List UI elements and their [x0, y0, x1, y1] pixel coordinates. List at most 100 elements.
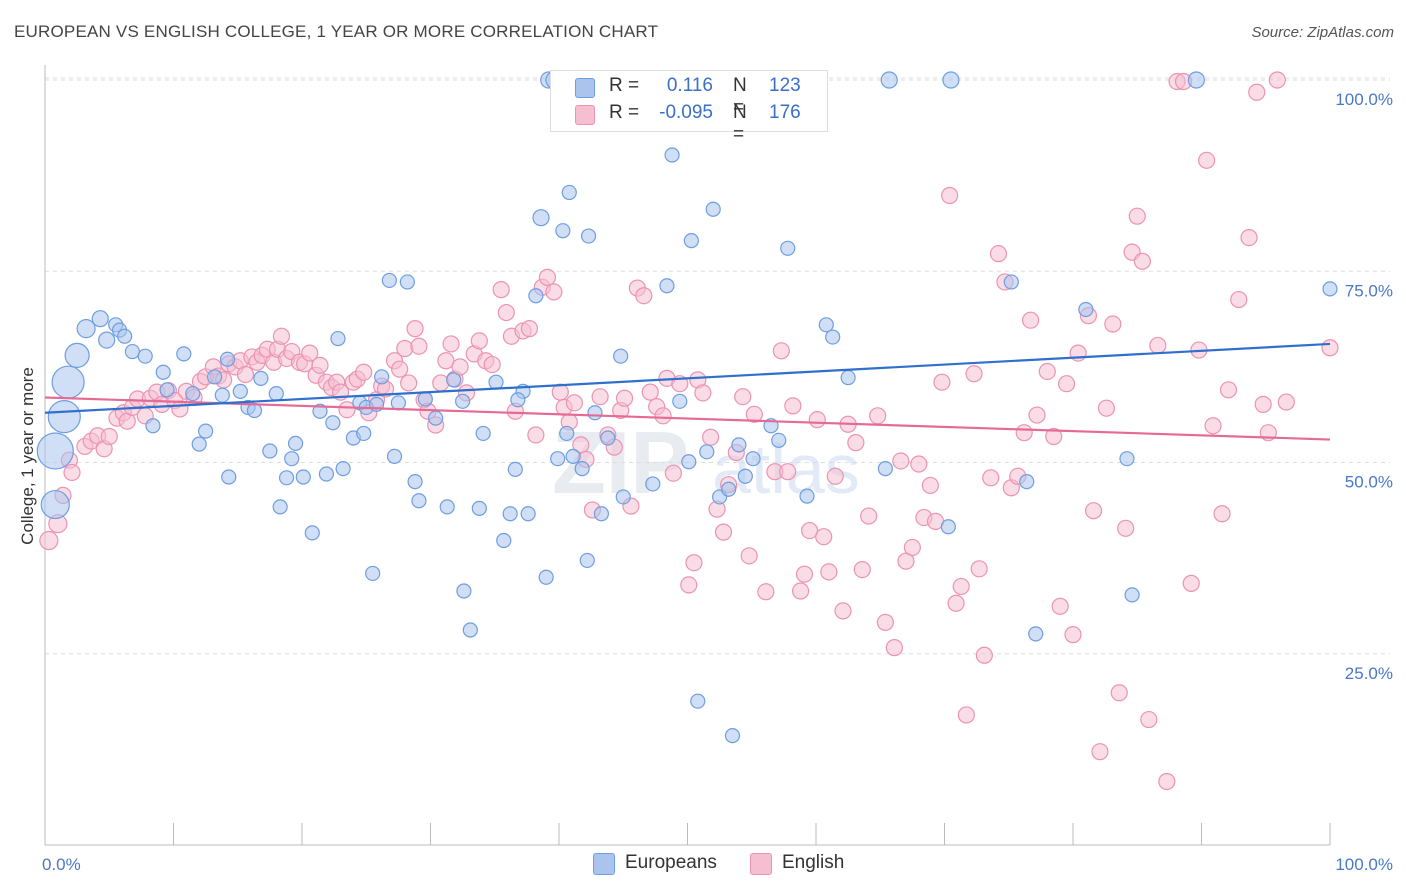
english-point	[685, 554, 703, 572]
english-point	[410, 337, 428, 355]
europeans-point	[318, 466, 335, 482]
europeans-point	[580, 228, 597, 244]
legend-n-label: N =	[733, 75, 747, 118]
english-point	[921, 476, 939, 495]
english-point	[1277, 393, 1295, 411]
english-point	[1064, 626, 1082, 644]
europeans-point	[731, 437, 747, 453]
europeans-point	[721, 481, 737, 497]
english-point	[734, 388, 752, 406]
europeans-point	[942, 71, 960, 89]
europeans-point	[455, 393, 471, 409]
europeans-point	[528, 288, 544, 304]
english-point	[740, 547, 758, 565]
europeans-point	[672, 393, 688, 409]
english-point	[989, 245, 1008, 263]
english-point	[591, 388, 609, 406]
english-point	[772, 342, 790, 360]
english-point	[236, 365, 255, 384]
europeans-point	[439, 499, 455, 515]
europeans-point	[664, 147, 680, 163]
legend-r-label: R =	[609, 75, 640, 96]
europeans-point	[561, 184, 577, 201]
english-point	[957, 706, 975, 724]
europeans-point	[219, 351, 236, 367]
english-point	[538, 268, 557, 286]
english-point	[757, 583, 775, 601]
english-point	[171, 400, 189, 418]
europeans-point	[825, 329, 841, 345]
english-point	[876, 613, 894, 631]
y-tick-label: 50.0%	[1345, 473, 1393, 492]
europeans-point	[507, 461, 523, 477]
europeans-point	[64, 342, 90, 368]
english-point	[952, 577, 970, 596]
english-point	[432, 374, 450, 392]
europeans-point	[565, 448, 581, 464]
europeans-point	[496, 532, 512, 549]
europeans-point	[124, 343, 140, 360]
europeans-point	[137, 348, 153, 364]
english-point	[406, 320, 424, 338]
europeans-point	[214, 387, 230, 403]
europeans-point	[799, 488, 815, 504]
english-point	[470, 332, 488, 350]
english-point	[808, 411, 826, 429]
europeans-point	[699, 444, 715, 460]
english-point	[615, 389, 634, 407]
x-tick-label: 100.0%	[1335, 855, 1393, 874]
english-point	[391, 360, 409, 378]
english-point	[338, 401, 356, 419]
europeans-point	[47, 400, 81, 434]
europeans-point	[295, 469, 311, 485]
europeans-points	[36, 71, 1338, 744]
english-point	[1028, 406, 1046, 424]
english-point	[1057, 375, 1076, 393]
europeans-point	[780, 240, 796, 256]
europeans-point	[1187, 71, 1205, 89]
english-point	[272, 327, 291, 345]
europeans-point	[1019, 474, 1035, 490]
english-point	[654, 407, 672, 425]
europeans-point	[1078, 301, 1094, 318]
europeans-point	[185, 386, 201, 402]
europeans-point	[159, 382, 175, 398]
english-point	[1091, 743, 1109, 761]
europeans-point	[593, 506, 610, 522]
y-tick-labels: 25.0% 50.0% 75.0% 100.0%	[1335, 90, 1393, 683]
europeans-point	[76, 319, 96, 339]
english-point	[847, 434, 865, 452]
europeans-point	[690, 693, 706, 709]
europeans-point	[330, 330, 346, 347]
english-point	[492, 281, 510, 299]
english-point	[545, 283, 563, 301]
europeans-point	[117, 328, 133, 344]
english-point	[947, 594, 965, 612]
europeans-point	[600, 430, 616, 446]
english-point	[635, 287, 653, 305]
europeans-point	[502, 506, 518, 522]
europeans-point	[940, 519, 956, 535]
english-point	[941, 186, 959, 205]
english-point	[527, 426, 545, 444]
english-point	[664, 464, 682, 482]
europeans-point	[36, 432, 74, 470]
europeans-point	[191, 436, 207, 452]
europeans-point	[877, 461, 893, 477]
europeans-point	[840, 369, 856, 386]
english-point	[437, 352, 455, 370]
english-point	[820, 563, 838, 581]
english-point	[641, 383, 659, 401]
english-point	[1110, 684, 1128, 702]
english-point	[1158, 772, 1176, 791]
english-point	[933, 373, 951, 391]
english-point	[779, 463, 797, 481]
english-point	[1097, 399, 1116, 417]
english-point	[795, 565, 814, 583]
english-point	[301, 344, 319, 362]
europeans-point	[1119, 451, 1135, 467]
legend-r-value: -0.095	[659, 102, 713, 123]
europeans-point	[532, 209, 550, 227]
english-point	[910, 455, 928, 473]
